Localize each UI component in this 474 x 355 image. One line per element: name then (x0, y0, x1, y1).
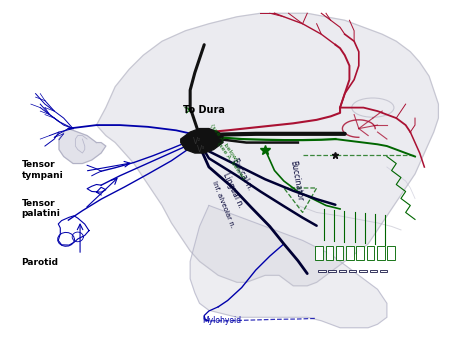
Bar (380, 270, 387, 272)
Bar (338, 270, 346, 272)
Bar (377, 246, 384, 260)
Text: (see A. below): (see A. below) (216, 141, 246, 180)
Text: Mylohyoid: Mylohyoid (202, 316, 241, 324)
Text: Lingual n.: Lingual n. (220, 171, 245, 209)
Text: V²: V² (192, 137, 201, 146)
Bar (328, 270, 336, 272)
Bar (315, 246, 323, 260)
Text: Inf. alveolar n.: Inf. alveolar n. (211, 181, 236, 229)
Polygon shape (181, 129, 223, 153)
Text: To Dura: To Dura (183, 105, 225, 115)
Bar (349, 270, 356, 272)
Polygon shape (97, 13, 438, 286)
Text: Tensor
tympani: Tensor tympani (21, 160, 63, 180)
Bar (370, 270, 377, 272)
Text: Tensor
palatini: Tensor palatini (21, 198, 60, 218)
Text: Parotid: Parotid (21, 258, 58, 267)
Text: Buccal n.: Buccal n. (230, 157, 254, 192)
Bar (326, 246, 333, 260)
Bar (367, 246, 374, 260)
Bar (387, 246, 395, 260)
Bar (346, 246, 354, 260)
Bar (336, 246, 343, 260)
Bar (359, 270, 367, 272)
Bar (318, 270, 326, 272)
Bar (356, 246, 364, 260)
Text: Buccinator: Buccinator (289, 160, 304, 202)
Text: V³: V³ (197, 145, 206, 154)
Polygon shape (190, 206, 387, 328)
Text: (see A. below): (see A. below) (209, 124, 238, 163)
Polygon shape (59, 129, 106, 164)
